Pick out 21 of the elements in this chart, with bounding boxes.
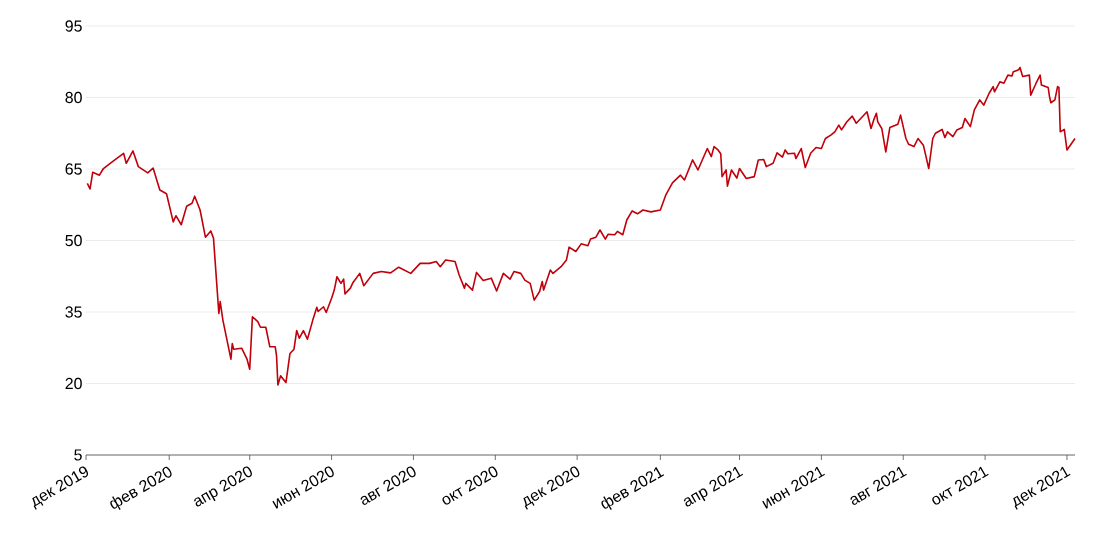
- x-tick-label: окт 2021: [932, 466, 989, 505]
- x-tick-label: дек 2020: [523, 466, 580, 510]
- x-tick-label: окт 2020: [442, 466, 498, 505]
- y-tick-label: 35: [65, 306, 82, 318]
- x-tick-label: дек 2019: [32, 466, 89, 510]
- y-tick-label: 80: [65, 91, 82, 104]
- x-tick-label: июн 2021: [762, 466, 825, 509]
- x-tick-label: фев 2020: [110, 466, 172, 510]
- x-tick-label: дек 2021: [1013, 466, 1071, 510]
- y-tick-label: 65: [65, 163, 82, 175]
- x-tick-label: фев 2021: [601, 467, 665, 510]
- y-tick-label: 50: [65, 234, 82, 247]
- x-tick-label: авг 2021: [850, 466, 907, 505]
- y-tick-label: 5: [74, 449, 82, 461]
- x-tick-label: июн 2020: [272, 466, 334, 509]
- y-tick-label: 20: [65, 377, 82, 390]
- y-tick-label: 95: [65, 20, 82, 32]
- x-tick-label: авг 2020: [360, 466, 416, 505]
- x-tick-label: апр 2020: [194, 466, 252, 507]
- x-tick-label: апр 2021: [683, 466, 744, 507]
- line-series: [86, 66, 1076, 386]
